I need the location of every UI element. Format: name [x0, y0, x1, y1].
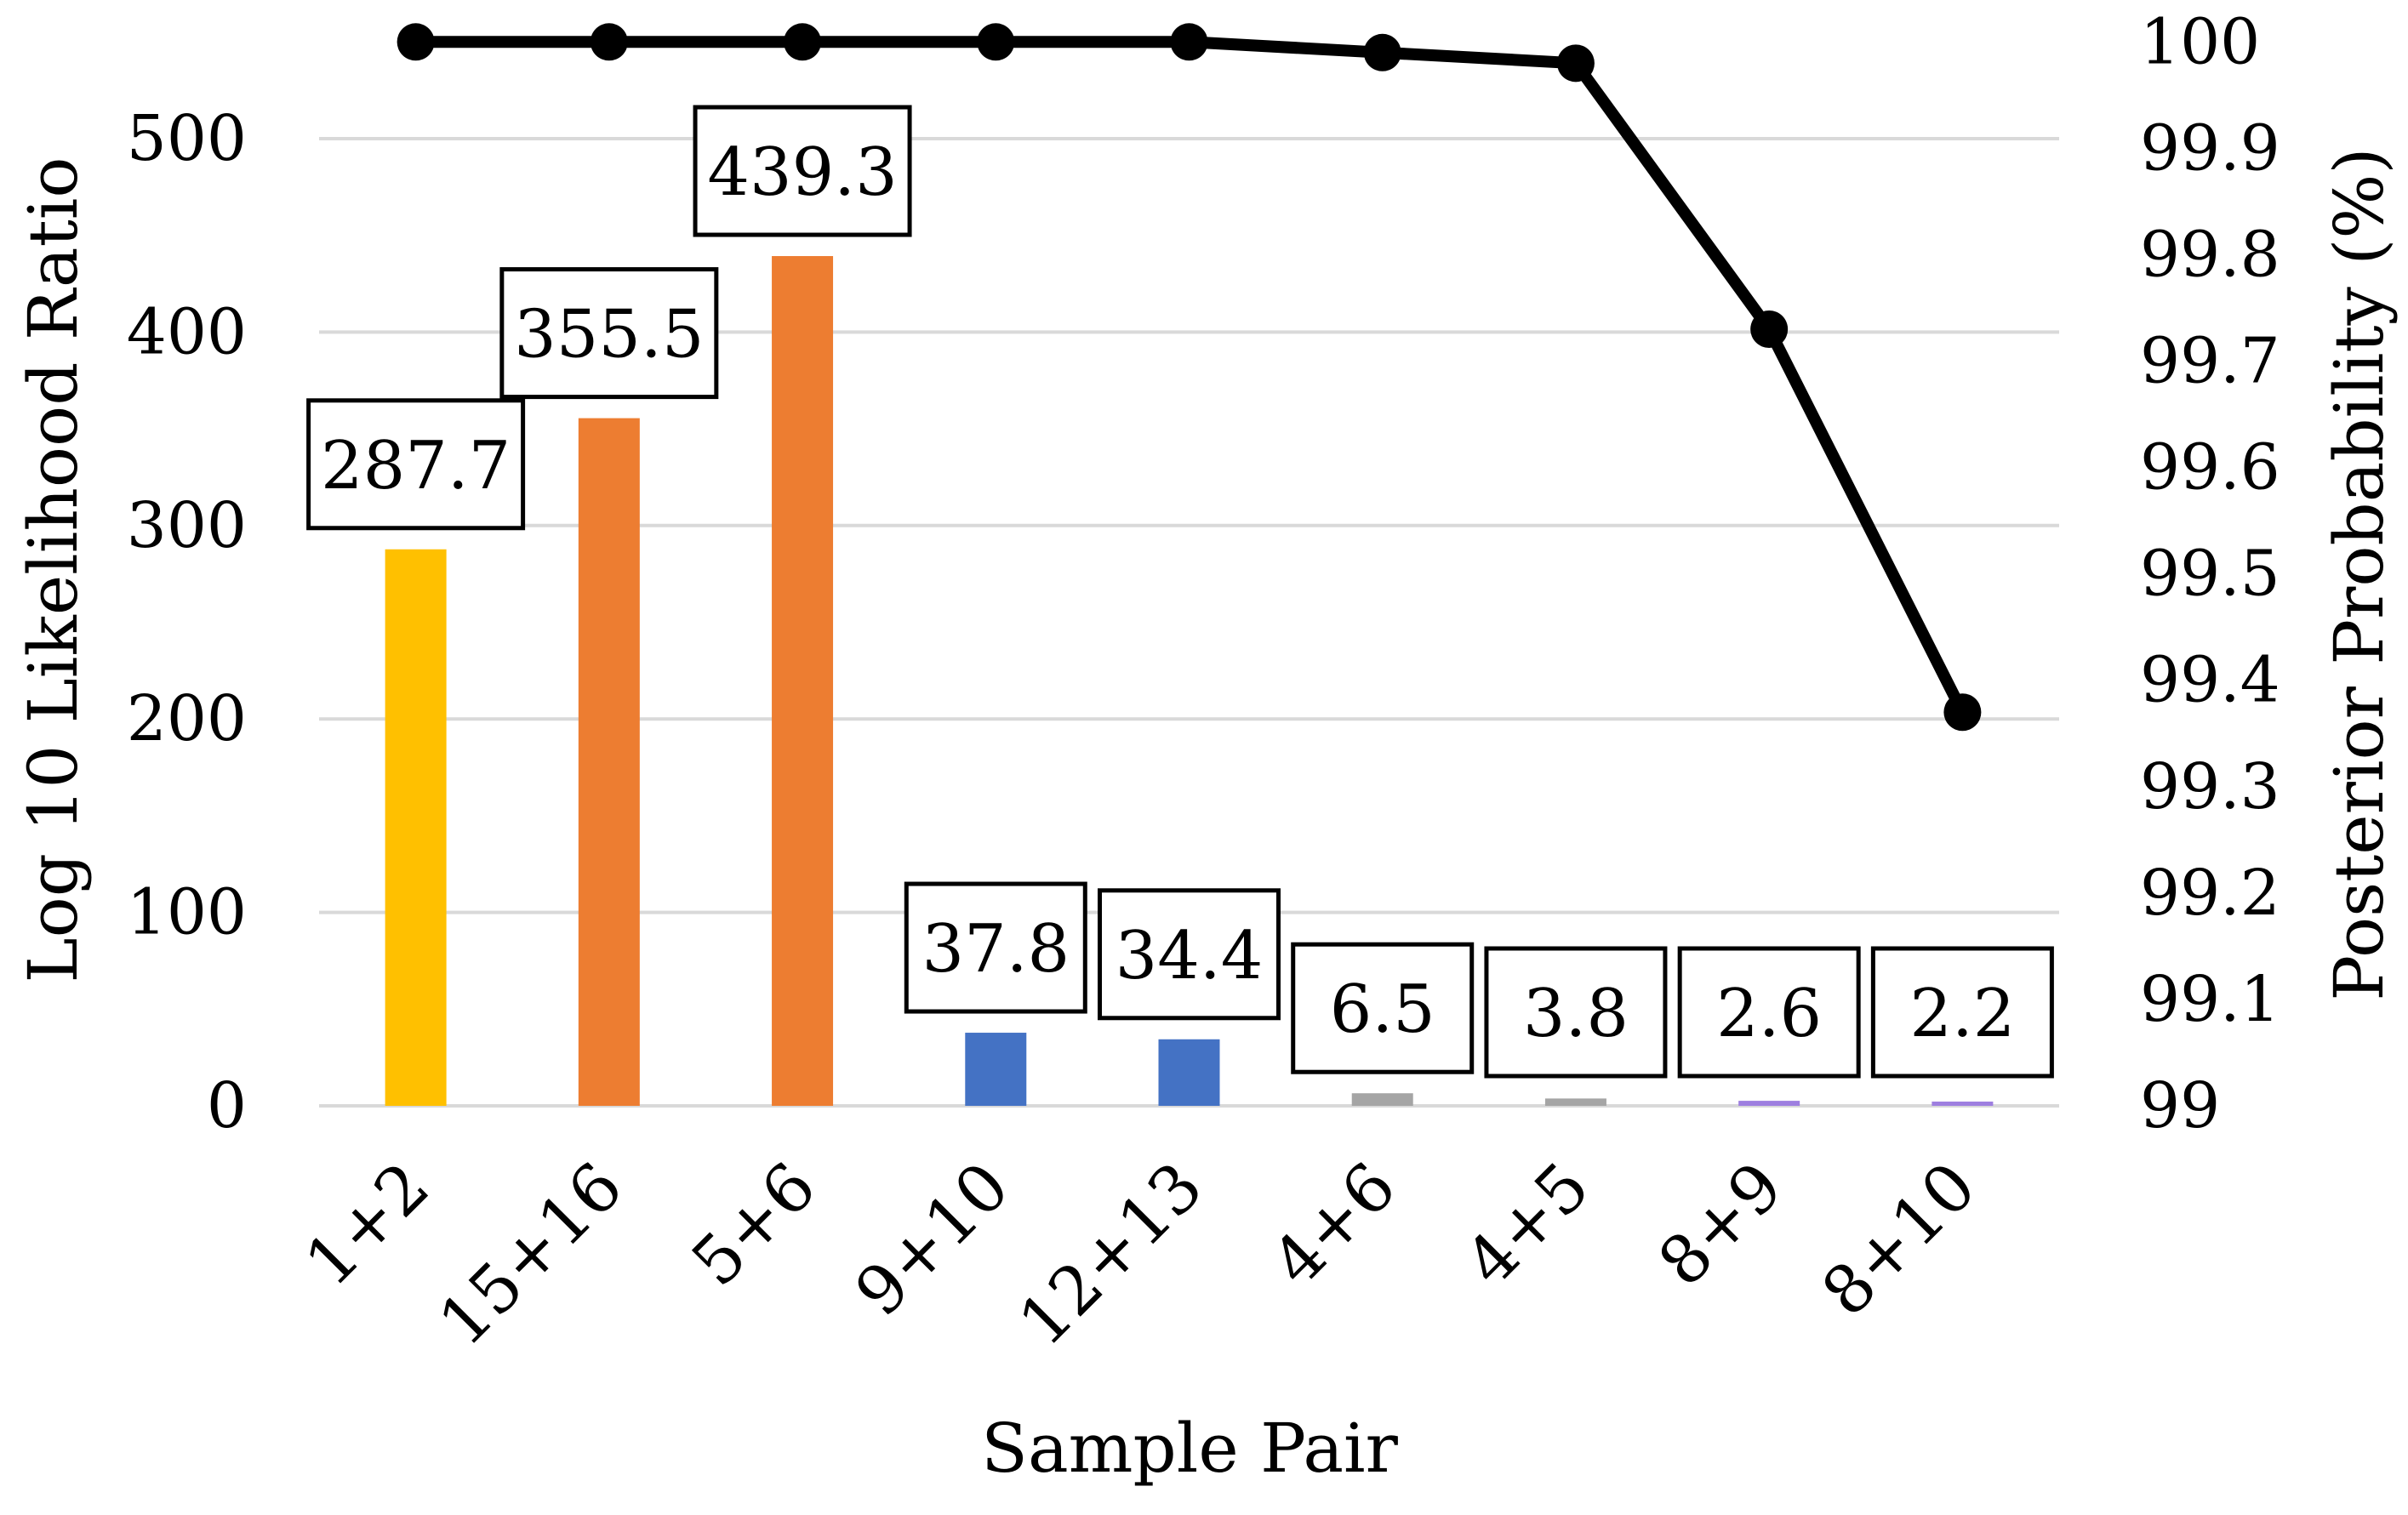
data-label-box — [1677, 946, 1861, 1079]
bar — [1544, 1098, 1606, 1106]
bars — [385, 256, 1994, 1106]
y2-tick-label: 99.8 — [2140, 218, 2280, 291]
y2-tick-label: 99.2 — [2140, 857, 2280, 930]
data-label-box — [306, 398, 526, 531]
x-tick-label: 4+5 — [1451, 1148, 1604, 1301]
left-axis-ticks: 0 100 200 300 400 500 — [127, 102, 247, 1142]
data-label-box — [1291, 942, 1475, 1074]
data-label: 287.7 — [306, 398, 526, 531]
data-label-box — [1098, 888, 1281, 1021]
data-label: 355.5 — [499, 267, 719, 400]
line-point — [1556, 44, 1595, 83]
data-label-text: 2.6 — [1716, 976, 1822, 1052]
y2-tick-label: 99.9 — [2140, 111, 2280, 185]
line-point — [1750, 310, 1789, 348]
y2-tick-label: 99.7 — [2140, 325, 2280, 398]
x-tick-label: 8+10 — [1808, 1148, 1991, 1331]
y2-tick-label: 100 — [2140, 5, 2260, 78]
data-label: 439.3 — [693, 105, 912, 237]
line-point — [1363, 33, 1401, 71]
y-tick-label: 500 — [127, 102, 247, 175]
data-label: 6.5 — [1291, 942, 1475, 1074]
bar — [578, 418, 640, 1106]
x-tick-label: 12+13 — [1005, 1148, 1218, 1361]
x-tick-label: 8+9 — [1645, 1148, 1798, 1301]
y2-tick-label: 99.4 — [2140, 644, 2280, 717]
data-label-box — [693, 105, 912, 237]
line-point — [1943, 693, 1982, 732]
x-tick-label: 15+16 — [425, 1148, 637, 1361]
data-label-text: 287.7 — [321, 428, 511, 504]
data-label-text: 34.4 — [1116, 918, 1264, 994]
data-label: 3.8 — [1484, 946, 1668, 1079]
data-label-text: 439.3 — [707, 134, 897, 211]
line-point — [784, 23, 822, 61]
y-tick-label: 200 — [127, 682, 247, 755]
bar — [772, 256, 834, 1106]
data-label-text: 37.8 — [922, 911, 1070, 988]
y2-axis-title: Posterior Probability (%) — [2320, 147, 2399, 1000]
data-label-box — [1870, 946, 2054, 1079]
line-point — [590, 23, 628, 61]
y2-tick-label: 99 — [2140, 1069, 2220, 1142]
bar — [1932, 1101, 1994, 1106]
line-point — [977, 23, 1015, 61]
y2-tick-label: 99.1 — [2140, 963, 2280, 1036]
data-label-text: 355.5 — [514, 297, 704, 373]
y-tick-label: 300 — [127, 489, 247, 562]
x-tick-label: 5+6 — [677, 1148, 830, 1301]
y-axis-title: Log 10 Likelihood Ratio — [14, 157, 93, 982]
data-label-box — [1484, 946, 1668, 1079]
data-label: 37.8 — [904, 881, 1087, 1014]
y2-tick-label: 99.5 — [2140, 538, 2280, 611]
bar — [1738, 1101, 1800, 1106]
bar — [965, 1033, 1027, 1106]
data-label-text: 6.5 — [1330, 971, 1435, 1048]
data-label: 34.4 — [1098, 888, 1281, 1021]
bar — [1351, 1093, 1413, 1106]
x-tick-label: 4+6 — [1258, 1148, 1411, 1301]
line-point — [1170, 23, 1208, 61]
y-tick-label: 100 — [127, 876, 247, 949]
line-point — [397, 23, 435, 61]
bar — [385, 549, 447, 1106]
x-tick-label: 9+10 — [842, 1148, 1024, 1331]
y2-tick-label: 99.6 — [2140, 431, 2280, 504]
data-label-text: 3.8 — [1523, 976, 1629, 1052]
bar — [1158, 1039, 1220, 1106]
y2-tick-label: 99.3 — [2140, 750, 2280, 823]
x-axis-title: Sample Pair — [981, 1409, 1398, 1488]
data-label: 2.2 — [1870, 946, 2054, 1079]
y-tick-label: 0 — [207, 1069, 247, 1142]
data-label-text: 2.2 — [1909, 976, 2015, 1052]
right-axis-ticks: 99 99.1 99.2 99.3 99.4 99.5 99.6 99.7 99.8 99.9 10… — [2140, 5, 2280, 1142]
data-label-box — [904, 881, 1087, 1014]
posterior-line — [397, 23, 1982, 732]
data-label: 2.6 — [1677, 946, 1861, 1079]
data-label-box — [499, 267, 719, 400]
y-tick-label: 400 — [127, 295, 247, 368]
x-tick-label: 1+2 — [291, 1148, 444, 1301]
